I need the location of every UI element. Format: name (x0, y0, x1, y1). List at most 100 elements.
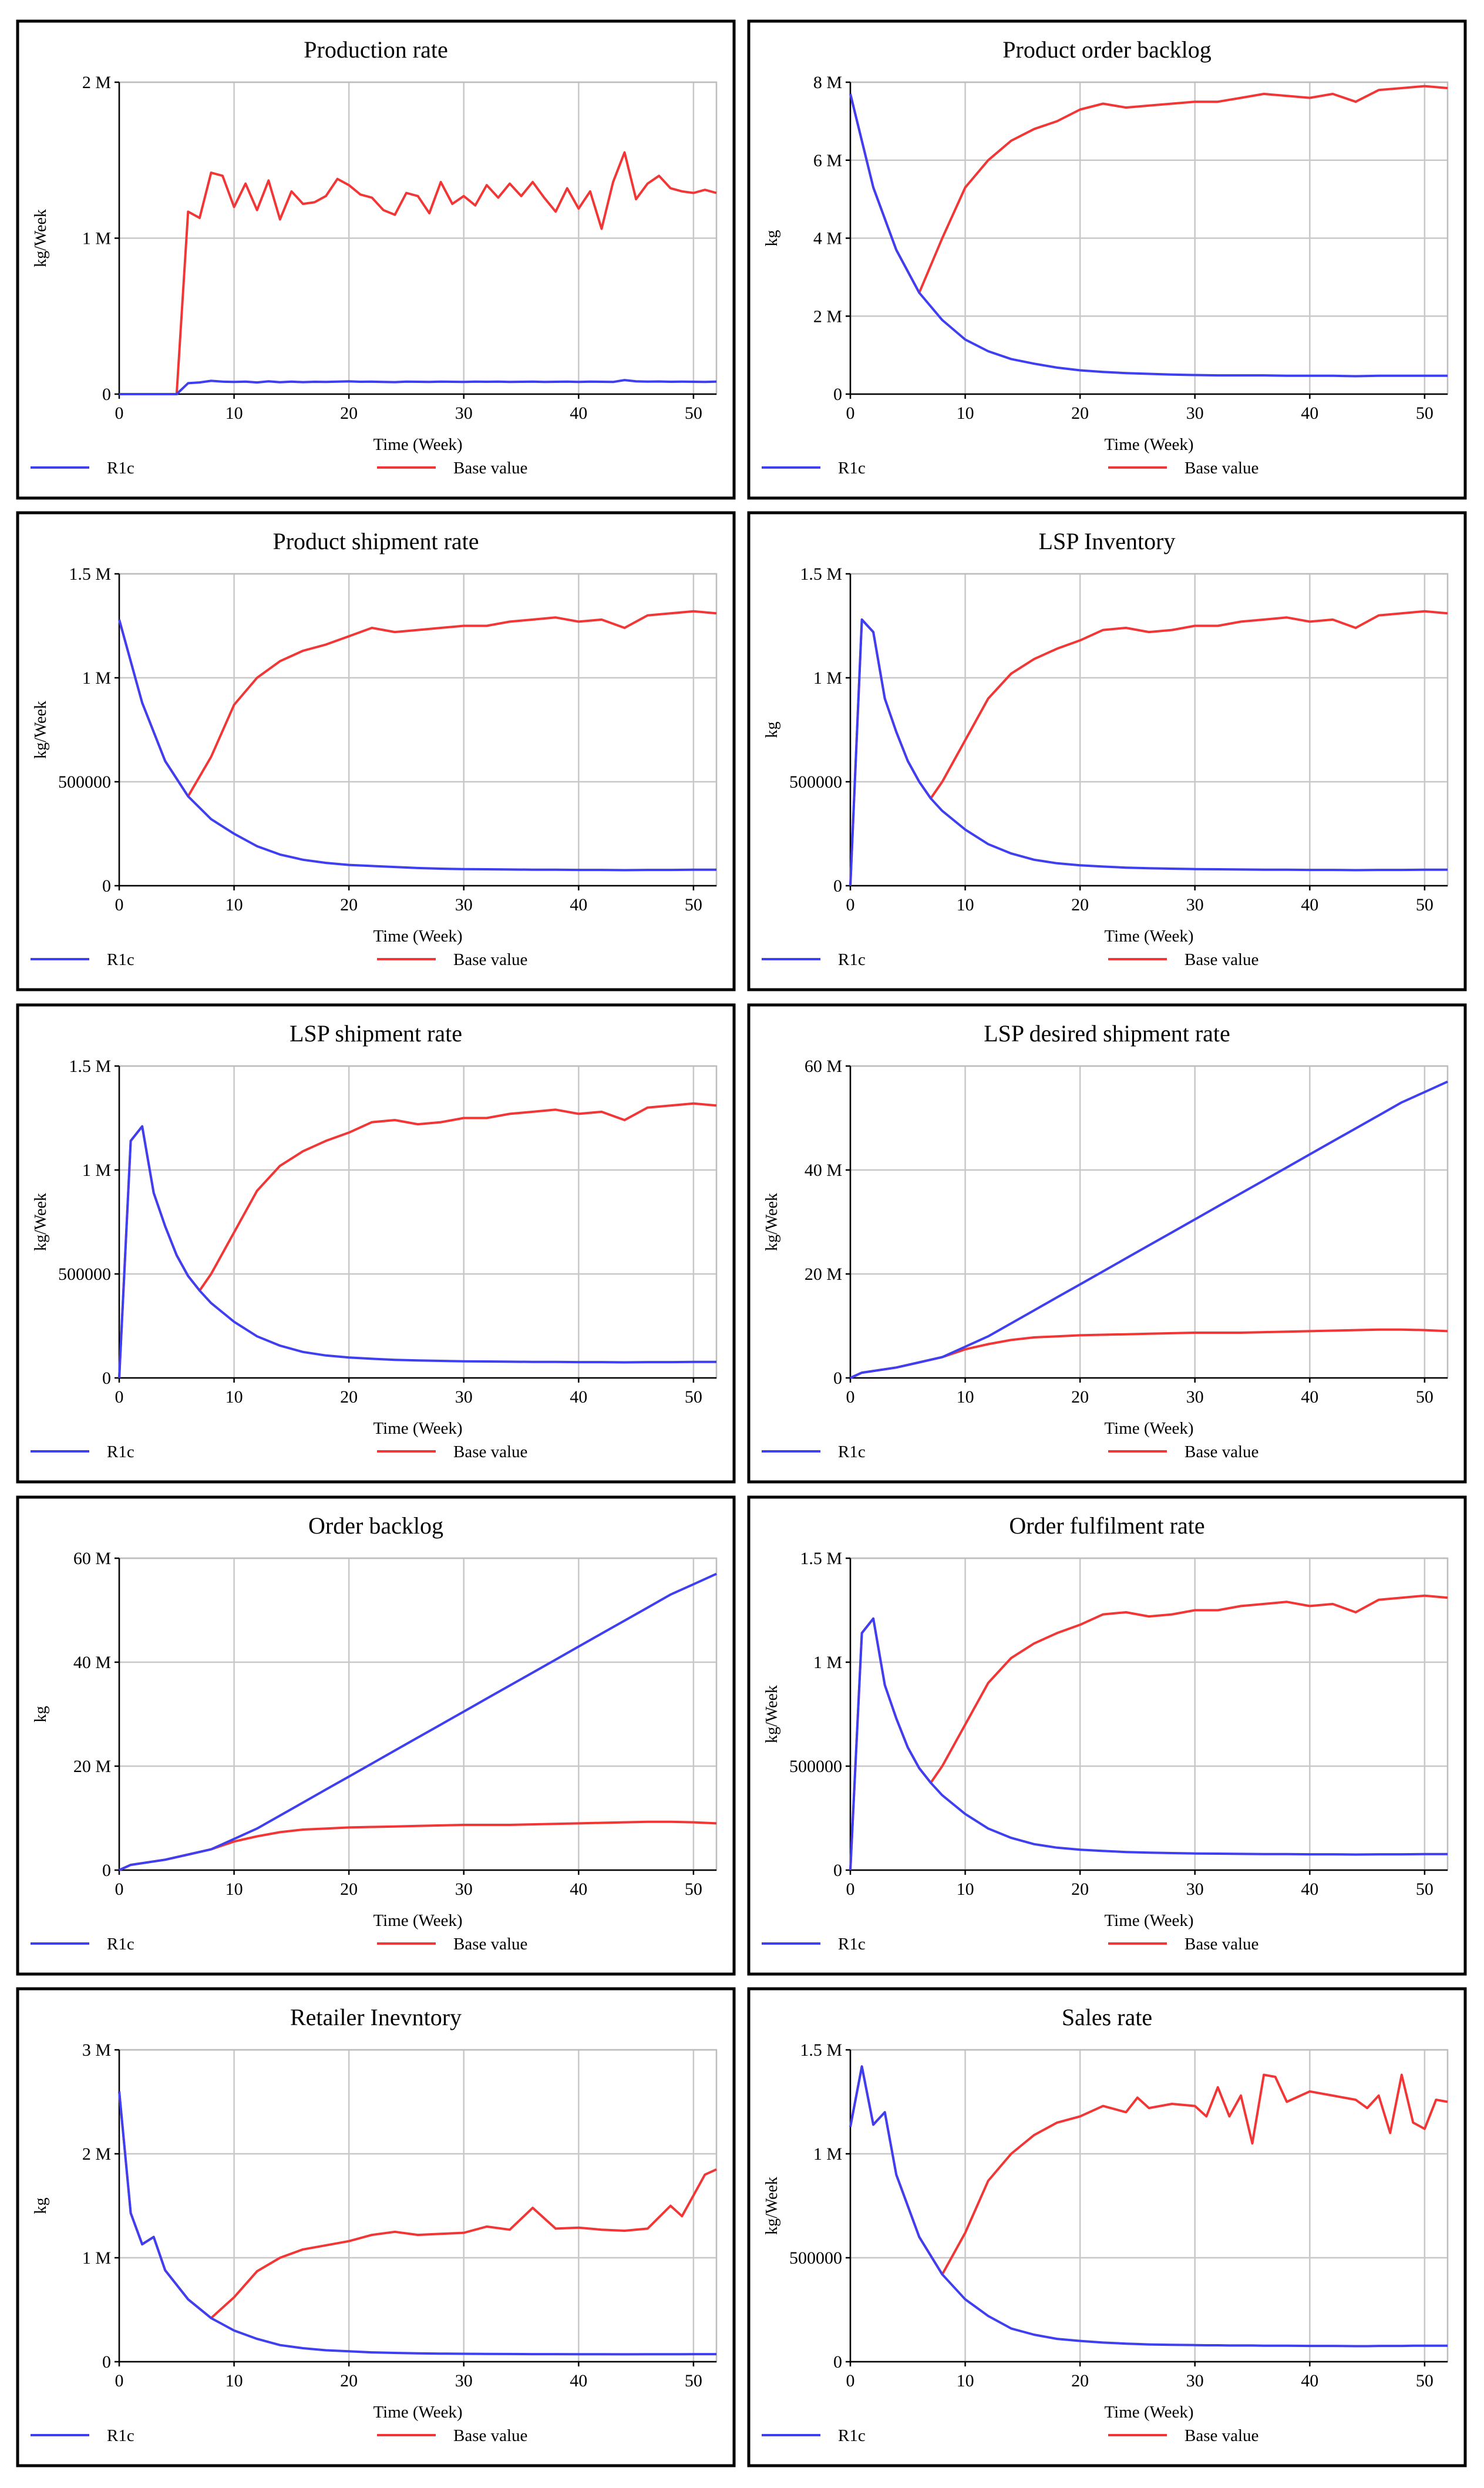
y-tick-label: 2 M (813, 307, 842, 326)
y-tick-label: 500000 (789, 1757, 842, 1776)
x-tick-label: 0 (115, 1387, 124, 1407)
x-tick-label: 0 (115, 2371, 124, 2391)
series-line-r1c (849, 618, 1448, 886)
x-tick-label: 50 (685, 404, 702, 423)
y-tick-label: 0 (102, 1369, 111, 1388)
chart-title: Production rate (304, 36, 448, 63)
x-tick-label: 30 (1186, 404, 1204, 423)
x-tick-label: 20 (1071, 895, 1089, 914)
series-line-r1c (849, 2065, 1448, 2348)
y-axis-label: kg/Week (32, 209, 50, 267)
y-tick-label: 500000 (58, 1265, 111, 1284)
x-tick-label: 20 (340, 2371, 358, 2391)
x-tick-label: 10 (957, 895, 974, 914)
x-tick-label: 0 (115, 404, 124, 423)
chart-frame (747, 1003, 1467, 1484)
legend-label-base-value: Base value (1184, 1443, 1258, 1461)
chart-panel-lsp-desired-shipment-rate: LSP desired shipment rate 0 10 20 30 40 50 0 20 … (747, 1003, 1467, 1484)
x-tick-label: 0 (846, 1880, 855, 1899)
legend-label-r1c: R1c (838, 2426, 866, 2445)
y-tick-label: 500000 (789, 772, 842, 792)
legend-label-r1c: R1c (107, 459, 134, 478)
x-tick-label: 10 (226, 2371, 243, 2391)
chart-frame (747, 511, 1467, 991)
legend-label-base-value: Base value (453, 1935, 527, 1954)
chart-panel-order-backlog: Order backlog 0 10 20 30 40 50 0 20 M 40 M 60 M Tim… (16, 1495, 736, 1976)
chart-title: Sales rate (1062, 2004, 1152, 2030)
y-tick-label: 20 M (805, 1265, 842, 1284)
x-tick-label: 20 (340, 404, 358, 423)
x-tick-label: 40 (1301, 2371, 1318, 2391)
legend-label-base-value: Base value (1184, 2426, 1258, 2445)
chart-title: LSP shipment rate (290, 1020, 462, 1047)
legend-label-base-value: Base value (1184, 1935, 1258, 1954)
x-tick-label: 40 (1301, 1880, 1318, 1899)
x-tick-label: 10 (226, 1880, 243, 1899)
x-axis-label: Time (Week) (1104, 927, 1193, 946)
x-tick-label: 20 (340, 895, 358, 914)
legend-label-base-value: Base value (453, 459, 527, 478)
x-tick-label: 0 (115, 1880, 124, 1899)
legend-label-base-value: Base value (453, 2426, 527, 2445)
x-tick-label: 40 (1301, 895, 1318, 914)
y-tick-label: 2 M (82, 73, 111, 92)
y-tick-label: 1.5 M (800, 1549, 842, 1568)
y-axis-label: kg (763, 722, 781, 738)
legend-label-r1c: R1c (107, 1443, 134, 1461)
y-tick-label: 8 M (813, 73, 842, 92)
chart-frame (16, 511, 736, 991)
x-axis-label: Time (Week) (373, 2403, 462, 2422)
y-tick-label: 1 M (82, 2248, 111, 2268)
x-tick-label: 50 (1416, 2371, 1433, 2391)
x-tick-label: 40 (570, 895, 587, 914)
chart-panel-sales-rate: Sales rate 0 10 20 30 40 50 0 500000 1 M 1.5 M Time… (747, 1987, 1467, 2467)
y-tick-label: 500000 (789, 2248, 842, 2268)
legend-label-r1c: R1c (107, 1935, 134, 1954)
y-tick-label: 0 (833, 1861, 842, 1880)
chart-title: LSP Inventory (1039, 528, 1176, 554)
x-tick-label: 50 (685, 1880, 702, 1899)
chart-title: Product shipment rate (272, 528, 479, 554)
x-axis-label: Time (Week) (373, 435, 462, 454)
x-tick-label: 0 (115, 895, 124, 914)
y-tick-label: 0 (102, 876, 111, 896)
y-tick-label: 0 (102, 2352, 111, 2372)
x-axis-label: Time (Week) (1104, 1419, 1193, 1438)
x-tick-label: 50 (1416, 1880, 1433, 1899)
chart-title: Order fulfilment rate (1009, 1512, 1204, 1539)
chart-panel-lsp-inventory: LSP Inventory 0 10 20 30 40 50 0 500000 1 M 1.5 M T… (747, 511, 1467, 991)
x-axis-label: Time (Week) (373, 1419, 462, 1438)
x-tick-label: 30 (1186, 1880, 1204, 1899)
legend-label-base-value: Base value (1184, 950, 1258, 969)
x-tick-label: 40 (570, 404, 587, 423)
y-tick-label: 1 M (813, 1653, 842, 1672)
x-tick-label: 40 (570, 1387, 587, 1407)
y-tick-label: 1.5 M (69, 564, 111, 584)
x-tick-label: 50 (685, 2371, 702, 2391)
legend-label-r1c: R1c (838, 1935, 866, 1954)
legend-label-base-value: Base value (453, 950, 527, 969)
y-axis-label: kg/Week (32, 1193, 50, 1251)
x-tick-label: 40 (1301, 1387, 1318, 1407)
series-line-base-value (849, 2065, 1448, 2276)
x-tick-label: 40 (1301, 404, 1318, 423)
x-tick-label: 50 (685, 895, 702, 914)
chart-frame (747, 1987, 1467, 2467)
chart-panel-order-fulfilment-rate: Order fulfilment rate 0 10 20 30 40 50 0 500000 1… (747, 1495, 1467, 1976)
legend-label-r1c: R1c (838, 1443, 866, 1461)
y-axis-label: kg (32, 2198, 50, 2214)
x-tick-label: 10 (957, 404, 974, 423)
chart-title: Order backlog (308, 1512, 443, 1539)
x-tick-label: 50 (1416, 1387, 1433, 1407)
x-tick-label: 30 (1186, 1387, 1204, 1407)
chart-frame (747, 1495, 1467, 1976)
x-tick-label: 10 (226, 895, 243, 914)
y-axis-label: kg (763, 230, 781, 247)
x-tick-label: 20 (1071, 1387, 1089, 1407)
chart-panel-retailer-inevntory: Retailer Inevntory 0 10 20 30 40 50 0 1 M 2 M 3 M T… (16, 1987, 736, 2467)
y-tick-label: 6 M (813, 151, 842, 170)
x-tick-label: 40 (570, 1880, 587, 1899)
y-tick-label: 40 M (805, 1161, 842, 1180)
y-tick-label: 1 M (82, 229, 111, 248)
y-tick-label: 0 (833, 1369, 842, 1388)
